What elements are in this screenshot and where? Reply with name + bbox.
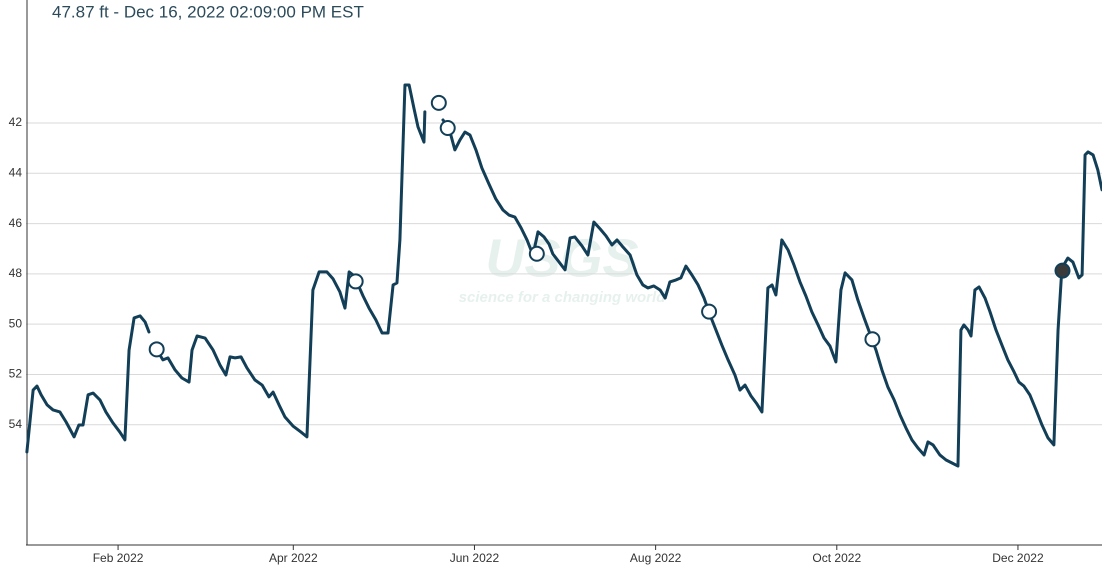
measurement-point — [430, 94, 447, 111]
y-tick-label: 50 — [9, 316, 23, 330]
measurement-point — [347, 273, 364, 290]
y-tick-label: 46 — [9, 216, 23, 230]
series-line — [25, 83, 1102, 468]
measurement-point — [439, 120, 456, 137]
latest-point — [1054, 262, 1071, 279]
measurement-point — [528, 245, 545, 262]
watermark-tagline: science for a changing world — [459, 289, 667, 306]
watermark-logo: USGS — [485, 228, 638, 288]
y-tick-label: 54 — [9, 417, 23, 431]
x-tick-label: Jun 2022 — [450, 551, 500, 565]
y-tick-label: 42 — [9, 115, 23, 129]
measurement-point — [148, 341, 165, 358]
x-tick-label: Aug 2022 — [630, 551, 682, 565]
x-tick-label: Dec 2022 — [992, 551, 1044, 565]
y-tick-label: 52 — [9, 367, 23, 381]
measurement-point — [864, 331, 881, 348]
x-tick-label: Apr 2022 — [269, 551, 318, 565]
x-tick-label: Oct 2022 — [812, 551, 861, 565]
y-tick-label: 48 — [9, 266, 23, 280]
x-tick-label: Feb 2022 — [93, 551, 144, 565]
measurement-point — [701, 303, 718, 320]
chart-title: 47.87 ft - Dec 16, 2022 02:09:00 PM EST — [52, 2, 364, 21]
y-tick-label: 44 — [9, 165, 23, 179]
